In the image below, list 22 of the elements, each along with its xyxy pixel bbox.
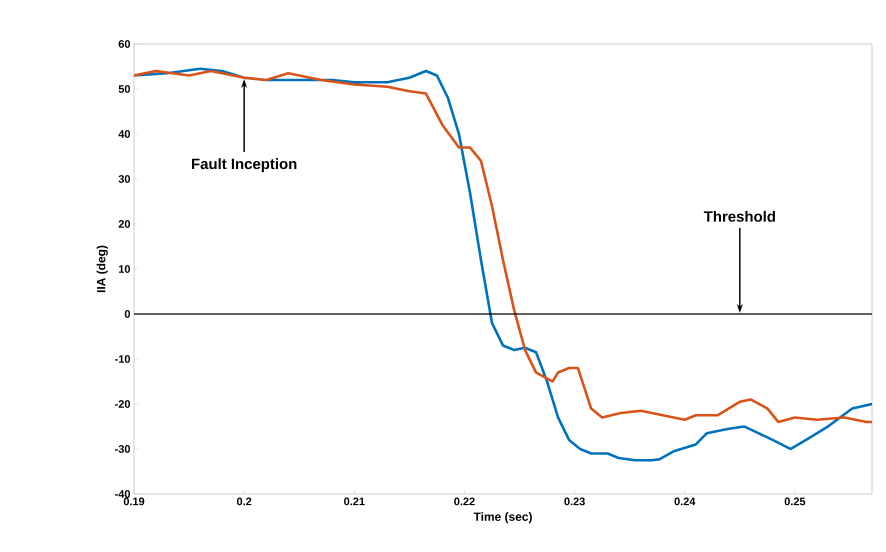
x-tick-label: 0.23	[564, 498, 585, 506]
x-axis-title: Time (sec)	[474, 512, 532, 524]
y-tick-label: -20	[115, 400, 130, 408]
x-tick-label: 0.22	[454, 498, 475, 506]
x-tick-label: 0.2	[236, 498, 252, 506]
x-tick-label: 0.24	[674, 498, 696, 506]
annotation: Fault Inception	[192, 158, 296, 172]
x-tick-label: 0.25	[784, 498, 806, 506]
y-tick-label: 60	[118, 40, 130, 48]
annotation: Threshold	[704, 210, 775, 222]
y-tick-label: 50	[118, 85, 130, 93]
y-tick-label: -30	[115, 445, 130, 453]
x-tick-label: 0.19	[124, 498, 144, 506]
y-tick-label: 0	[124, 310, 130, 318]
y-tick-label: 10	[118, 265, 130, 273]
y-tick-label: 30	[118, 175, 130, 183]
x-tick-label: 0.21	[344, 498, 365, 506]
y-tick-label: -40	[115, 490, 130, 498]
y-tick-label: -10	[115, 355, 130, 363]
y-tick-label: 20	[118, 220, 130, 228]
y-tick-label: 40	[118, 130, 130, 138]
y-axis-title: IIA (deg)	[96, 246, 108, 292]
